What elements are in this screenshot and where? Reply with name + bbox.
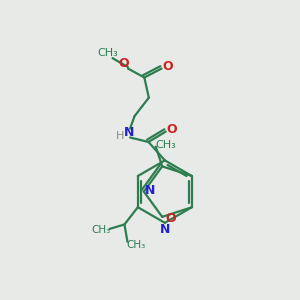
Text: O: O [118, 57, 129, 70]
Text: H: H [116, 131, 124, 141]
Text: CH₃: CH₃ [126, 240, 146, 250]
Text: CH₃: CH₃ [92, 225, 111, 236]
Text: CH₃: CH₃ [98, 48, 118, 58]
Text: O: O [162, 60, 173, 73]
Text: O: O [167, 123, 177, 136]
Text: N: N [123, 126, 134, 139]
Text: N: N [160, 223, 170, 236]
Text: O: O [165, 212, 176, 225]
Text: N: N [145, 184, 156, 196]
Text: CH₃: CH₃ [155, 140, 176, 150]
